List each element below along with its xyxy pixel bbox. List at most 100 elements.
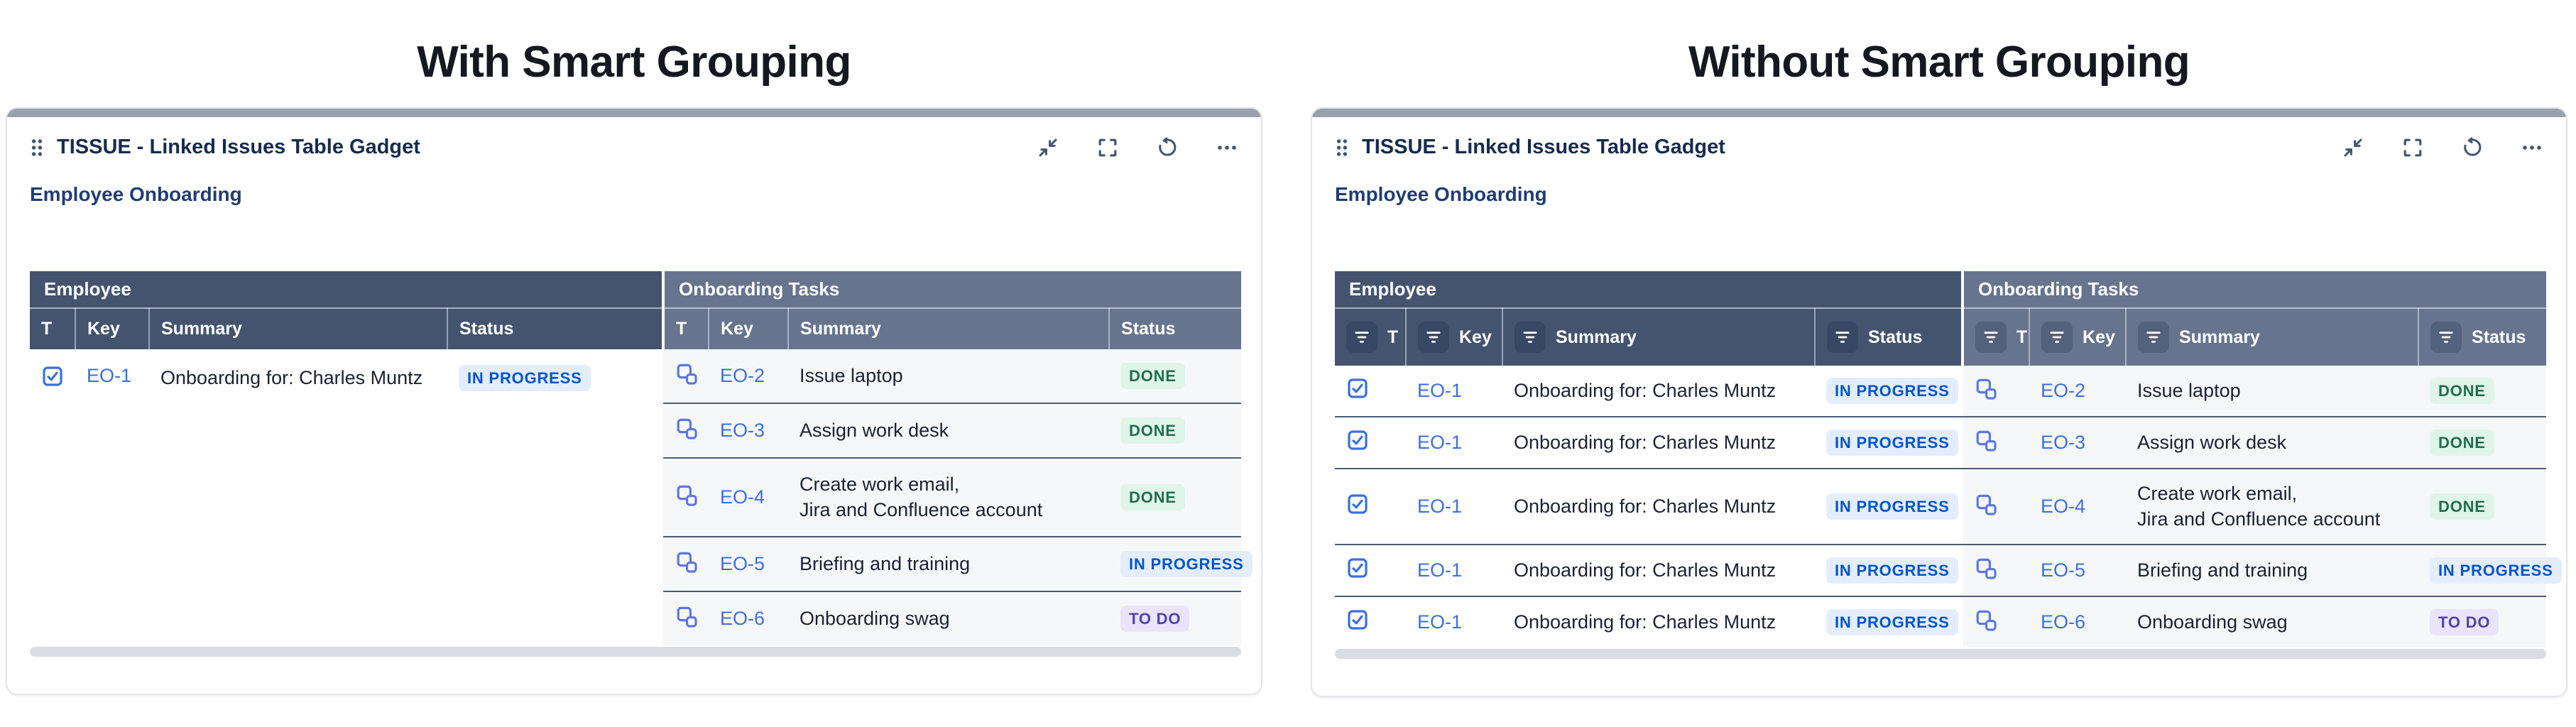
issue-key-link[interactable]: EO-1 xyxy=(1417,432,1463,453)
task-type-cell xyxy=(1963,467,2030,545)
col-header-key: Key xyxy=(709,307,790,349)
ungrouped-issues-table: Employee Onboarding Tasks T Key Summa xyxy=(1335,271,2562,647)
gadget-actions xyxy=(2342,136,2543,159)
issue-summary: Onboarding for: Charles Muntz xyxy=(1514,432,1777,454)
task-type-icon xyxy=(1346,429,1395,457)
issue-summary: Issue laptop xyxy=(2137,380,2241,402)
issue-key-link[interactable]: EO-1 xyxy=(1417,380,1463,401)
filter-icon[interactable] xyxy=(1827,322,1858,353)
col-header-status: Status xyxy=(2418,307,2547,366)
issue-key-cell: EO-1 xyxy=(75,349,149,645)
issue-key-cell: EO-2 xyxy=(709,349,789,403)
filter-icon[interactable] xyxy=(2430,322,2462,353)
status-badge: DONE xyxy=(2430,429,2494,457)
issue-key-cell: EO-1 xyxy=(1406,595,1502,647)
more-icon[interactable] xyxy=(2521,136,2543,159)
more-icon[interactable] xyxy=(1216,136,1238,159)
issue-key-link[interactable]: EO-2 xyxy=(720,365,765,386)
issue-summary: Assign work desk xyxy=(2137,432,2287,454)
subtask-type-icon xyxy=(675,483,697,511)
refresh-icon[interactable] xyxy=(2461,136,2484,159)
table-row: EO-4 Create work email, Jira and Conflue… xyxy=(30,457,1242,537)
issue-key-link[interactable]: EO-6 xyxy=(2041,611,2086,633)
filter-icon[interactable] xyxy=(2041,322,2073,353)
issue-key-link[interactable]: EO-5 xyxy=(720,552,765,574)
task-type-icon xyxy=(1346,557,1395,584)
col-header-type: T xyxy=(30,307,76,349)
status-badge: DONE xyxy=(2430,493,2494,520)
refresh-icon[interactable] xyxy=(1156,136,1179,159)
horizontal-scrollbar[interactable] xyxy=(1335,648,2546,659)
issue-key-cell: EO-1 xyxy=(1406,416,1502,469)
col-header-key: Key xyxy=(2029,307,2127,366)
filter-icon[interactable] xyxy=(1975,322,2007,353)
status-badge: TO DO xyxy=(1120,605,1190,633)
issue-key-link[interactable]: EO-1 xyxy=(1417,559,1463,581)
status-badge: IN PROGRESS xyxy=(459,365,591,392)
issue-key-link[interactable]: EO-4 xyxy=(720,486,765,508)
status-cell: IN PROGRESS xyxy=(1815,467,1963,545)
minimize-icon[interactable] xyxy=(1037,136,1059,159)
subtask-type-icon xyxy=(1974,377,2018,405)
table-row: EO-6 Onboarding swag TO DO xyxy=(30,590,1242,645)
filter-icon[interactable] xyxy=(1418,322,1449,353)
issue-key-link[interactable]: EO-6 xyxy=(720,607,765,629)
table-row: EO-1 Onboarding for: Charles Muntz IN PR… xyxy=(1335,467,2547,545)
gadget-header: TISSUE - Linked Issues Table Gadget xyxy=(1335,136,2543,159)
task-type-icon xyxy=(1346,493,1395,520)
issue-key-link[interactable]: EO-4 xyxy=(2041,495,2086,517)
col-header-type: T xyxy=(1335,307,1407,366)
issue-key-link[interactable]: EO-5 xyxy=(2041,559,2086,581)
summary-cell: Onboarding for: Charles Muntz xyxy=(1502,416,1815,469)
issue-key-link[interactable]: EO-2 xyxy=(2041,380,2086,401)
task-type-icon xyxy=(1346,608,1395,636)
col-header-label: Key xyxy=(1459,327,1492,347)
issue-key-cell: EO-2 xyxy=(2029,366,2127,417)
col-header-label: Summary xyxy=(2179,327,2260,347)
subtask-type-icon xyxy=(675,417,697,444)
filter-icon[interactable] xyxy=(1515,322,1546,353)
gadget-title: TISSUE - Linked Issues Table Gadget xyxy=(57,136,420,158)
filter-icon[interactable] xyxy=(1346,322,1377,353)
status-badge: IN PROGRESS xyxy=(1826,429,1958,457)
filter-icon[interactable] xyxy=(2138,322,2170,353)
task-type-cell xyxy=(663,349,709,403)
issue-key-link[interactable]: EO-1 xyxy=(87,365,132,386)
status-cell: DONE xyxy=(2418,416,2547,469)
col-header-summary: Summary xyxy=(2126,307,2420,366)
minimize-icon[interactable] xyxy=(2342,136,2364,159)
task-type-cell xyxy=(1335,595,1406,647)
table-row: EO-3 Assign work desk DONE xyxy=(30,403,1242,458)
expand-icon[interactable] xyxy=(1096,136,1119,159)
col-header-label: Summary xyxy=(1556,327,1637,347)
drag-handle-icon[interactable] xyxy=(30,136,44,159)
drag-handle-icon[interactable] xyxy=(1335,136,1349,159)
employee-group-header: Employee xyxy=(1335,271,1965,308)
col-header-summary: Summary xyxy=(788,307,1110,349)
subtask-type-icon xyxy=(1974,493,2018,520)
issue-key-cell: EO-4 xyxy=(709,457,789,537)
col-header-type: T xyxy=(663,307,710,349)
right-panel-title: Without Smart Grouping xyxy=(1688,38,2190,87)
issue-summary: Onboarding for: Charles Muntz xyxy=(1514,380,1777,402)
issue-key-link[interactable]: EO-1 xyxy=(1417,495,1463,517)
status-cell: IN PROGRESS xyxy=(1815,543,1963,596)
table-row: EO-1 Onboarding for: Charles Muntz IN PR… xyxy=(1335,543,2562,596)
horizontal-scrollbar[interactable] xyxy=(30,646,1241,657)
table-row: EO-1 Onboarding for: Charles Muntz IN PR… xyxy=(1335,416,2547,469)
filter-subtitle[interactable]: Employee Onboarding xyxy=(1335,183,1547,205)
issue-key-link[interactable]: EO-3 xyxy=(720,420,765,441)
tasks-group-header: Onboarding Tasks xyxy=(1963,271,2547,308)
status-cell: IN PROGRESS xyxy=(1109,535,1252,591)
col-header-summary: Summary xyxy=(149,307,448,349)
col-header-label: Status xyxy=(2472,327,2526,347)
employee-group-header: Employee xyxy=(30,271,665,308)
filter-subtitle[interactable]: Employee Onboarding xyxy=(30,183,242,205)
status-badge: TO DO xyxy=(2430,608,2499,636)
expand-icon[interactable] xyxy=(2401,136,2424,159)
issue-summary: Issue laptop xyxy=(799,365,903,387)
issue-key-link[interactable]: EO-1 xyxy=(1417,611,1463,633)
issue-key-link[interactable]: EO-3 xyxy=(2041,432,2086,453)
col-header-label: Key xyxy=(2083,327,2115,347)
issue-key-cell: EO-6 xyxy=(2029,595,2127,647)
